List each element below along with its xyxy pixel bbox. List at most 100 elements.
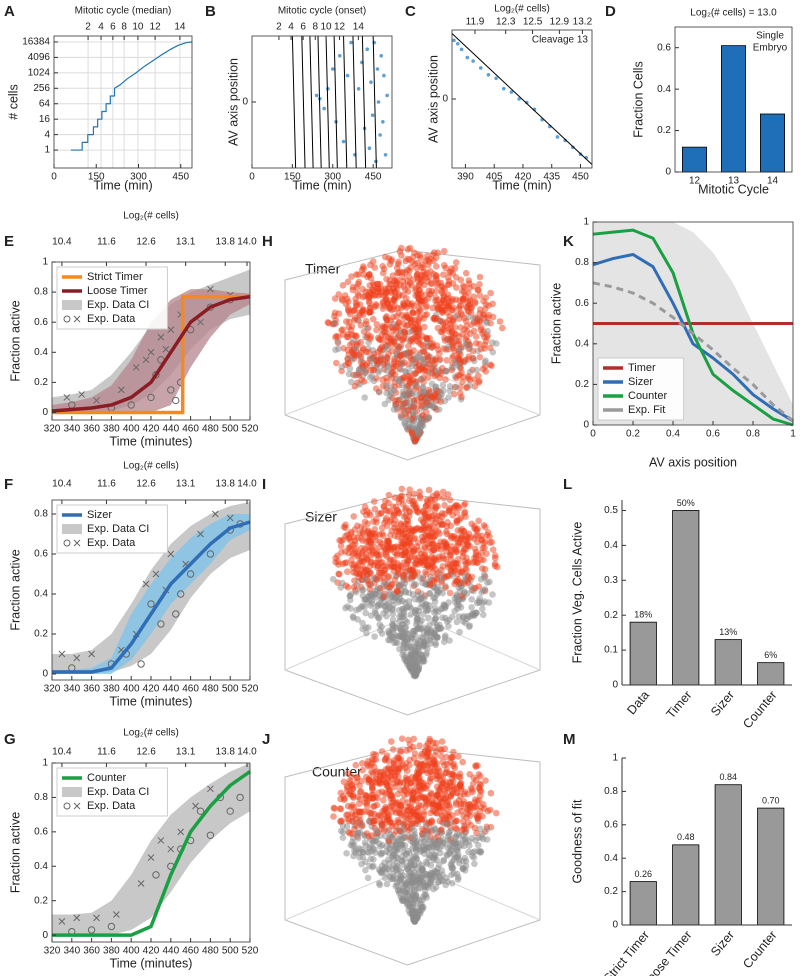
cell-dot	[453, 384, 460, 391]
cell-dot	[407, 746, 414, 753]
cell-dot	[434, 490, 441, 497]
cell-dot	[492, 555, 499, 562]
scatter-point	[377, 100, 381, 104]
cell-dot	[346, 371, 353, 378]
cell-dot	[473, 333, 480, 340]
cell-dot	[370, 258, 377, 265]
cell-dot	[421, 850, 428, 857]
x-tick-label: 0.4	[666, 429, 680, 440]
x-tick-label: 450	[365, 172, 382, 183]
cell-dot	[497, 318, 504, 325]
cell-dot	[417, 252, 424, 259]
cell-dot	[430, 258, 437, 265]
cell-dot	[334, 552, 341, 559]
cell-dot	[416, 432, 423, 439]
cell-dot	[402, 765, 409, 772]
x-tick-label: 360	[83, 684, 100, 695]
cell-dot	[440, 271, 447, 278]
cell-dot	[448, 335, 455, 342]
cell-dot	[357, 571, 364, 578]
cell-dot	[372, 531, 379, 538]
bar	[715, 640, 741, 685]
cell-dot	[430, 343, 437, 350]
scatter-point	[376, 67, 380, 71]
x2-tick-label: 4	[288, 22, 294, 33]
cell-dot	[431, 609, 438, 616]
cell-dot	[425, 295, 432, 302]
cell-dot	[414, 808, 421, 815]
y-tick-label: 0.1	[604, 645, 618, 656]
cell-dot	[479, 536, 486, 543]
cell-dot	[411, 917, 418, 924]
cell-dot	[478, 550, 485, 557]
cell-dot	[340, 834, 347, 841]
scatter-point	[371, 113, 375, 117]
x2-tick-label: 13.1	[176, 237, 196, 248]
cell-dot	[443, 528, 450, 535]
cell-dot	[415, 426, 422, 433]
cell-dot	[410, 336, 417, 343]
cell-dot	[418, 376, 425, 383]
cell-dot	[431, 315, 438, 322]
cell-dot	[349, 782, 356, 789]
cell-dot	[366, 271, 373, 278]
cell-dot	[387, 773, 394, 780]
y-tick-label: 16	[39, 114, 51, 125]
cell-dot	[399, 735, 406, 742]
cell-dot	[395, 334, 402, 341]
bar	[715, 785, 741, 925]
cell-dot	[416, 742, 423, 749]
cell-dot	[410, 820, 417, 827]
cell-dot	[362, 519, 369, 526]
cell-dot	[383, 382, 390, 389]
cell-dot	[346, 535, 353, 542]
cell-dot	[390, 856, 397, 863]
cell-dot	[478, 782, 485, 789]
x-tick-label: 420	[143, 946, 160, 957]
x-tick-label: Sizer	[708, 688, 737, 719]
series-line	[326, 36, 329, 168]
x-tick-label: 320	[44, 424, 61, 435]
cell-dot	[408, 803, 415, 810]
cell-dot	[435, 522, 442, 529]
scatter-point	[494, 77, 498, 81]
cell-dot	[375, 335, 382, 342]
cell-dot	[492, 563, 499, 570]
x-axis-label: Time (minutes)	[110, 956, 193, 970]
cell-dot	[451, 772, 458, 779]
x-tick-label: 0	[590, 429, 596, 440]
cell-dot	[400, 645, 407, 652]
exp-point-circle	[138, 661, 144, 667]
cell-dot	[411, 644, 418, 651]
cell-dot	[499, 325, 506, 332]
cell-dot	[471, 799, 478, 806]
value-label: 0.48	[677, 832, 695, 842]
cell-dot	[414, 616, 421, 623]
cell-dot	[412, 438, 419, 445]
value-label: 0.70	[762, 795, 780, 805]
x-tick-label: 500	[222, 684, 239, 695]
cell-dot	[424, 311, 431, 318]
cell-dot	[402, 521, 409, 528]
cell-dot	[457, 324, 464, 331]
x-tick-label: 460	[182, 946, 199, 957]
bar	[673, 510, 699, 685]
x2-axis-label: Log₂(# cells)	[123, 461, 179, 472]
legend-label: Exp. Data	[87, 537, 136, 549]
cell-dot	[428, 629, 435, 636]
cell-dot	[373, 301, 380, 308]
cell-dot	[450, 307, 457, 314]
cell-dot	[411, 755, 418, 762]
legend-swatch	[62, 524, 82, 534]
cell-dot	[336, 571, 343, 578]
cell-dot	[341, 795, 348, 802]
cell-dot	[417, 902, 424, 909]
cell-dot	[419, 768, 426, 775]
cell-dot	[439, 514, 446, 521]
cell-dot	[394, 552, 401, 559]
y-axis-label: Fraction active	[549, 283, 563, 364]
y-tick-label: 0.6	[34, 549, 48, 560]
cell-dot	[463, 318, 470, 325]
cell-dot	[365, 875, 372, 882]
cell-dot	[405, 246, 412, 253]
